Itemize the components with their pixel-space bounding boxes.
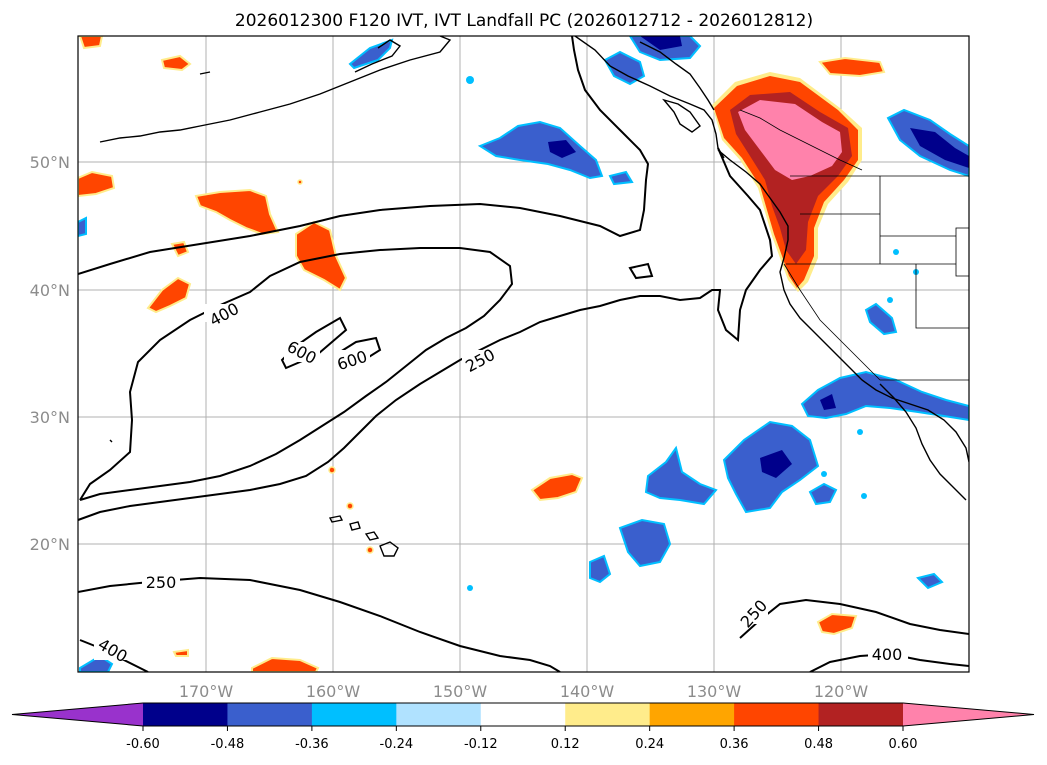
lat-label: 40°N [30,281,70,300]
colorbar-tick-label: -0.12 [464,737,498,752]
neg-patch-mex-3 [618,518,672,568]
longitude-labels: 170°W 160°W 150°W 140°W 130°W 120°W [179,682,869,701]
lat-label: 30°N [30,408,70,427]
figure-title: 2026012300 F120 IVT, IVT Landfall PC (20… [235,11,813,31]
neg-patch-mex-5 [808,482,838,506]
map-area: 400 600 600 250 250 250 400 400 [78,36,969,672]
latitude-labels: 50°N 40°N 30°N 20°N [30,153,70,554]
neg-patch-bc [603,50,646,86]
patch-aleutian-small [160,54,192,72]
neg-patch-mex-4 [589,554,612,584]
contour-labels: 400 600 600 250 250 250 400 400 [94,299,908,666]
patch-ne-gulf [818,56,886,78]
colorbar-segment [734,703,820,726]
contour-label-400-b: 400 [872,645,903,664]
colorbar-tick-label: 0.36 [720,737,749,752]
patch-subtropic [530,472,584,502]
lon-label: 150°W [433,682,488,701]
colorbar-segment [396,703,482,726]
colorbar [11,702,1035,727]
neg-patch-socal [800,370,969,422]
lon-label: 120°W [814,682,869,701]
colorbar-tick-label: 0.12 [551,737,580,752]
colorbar-segment [480,703,566,726]
neg-patch-west-edge [78,216,87,238]
colorbar-segment [143,703,228,726]
neg-patch-aleut [348,38,394,70]
patch-nw-corner [78,36,104,50]
patch-mid-west-3 [146,276,192,314]
ivt-contours [78,36,969,672]
neg-patch-calif [864,302,898,336]
patch-west-edge [78,170,116,198]
contour-600-a [280,316,348,370]
contour-400 [79,247,514,501]
neg-patch-small-nw [608,170,634,186]
lat-label: 20°N [30,535,70,554]
colorbar-tick-label: -0.60 [126,737,160,752]
contour-250-north [78,36,650,275]
patch-small-2 [172,648,189,657]
patch-small-1 [170,240,190,258]
neg-patch-gulf [477,120,604,180]
colorbar-tick-label: -0.24 [380,737,414,752]
negative-ivt-patches [78,36,969,672]
political-borders [739,109,969,381]
colorbar-segment [227,703,313,726]
map-frame [77,35,970,673]
contour-label-250-b: 250 [146,573,177,592]
coastlines [99,36,969,557]
colorbar-tick-label: -0.48 [211,737,245,752]
colorbar-extend-high [903,703,1034,726]
colorbar-segment [649,703,735,726]
lon-label: 140°W [560,682,615,701]
colorbar-segment [311,703,397,726]
lat-label: 50°N [30,153,70,172]
colorbar-tick-label: 0.24 [635,737,664,752]
lon-label: 130°W [687,682,742,701]
neg-patch-mex-6 [916,572,944,590]
colorbar-tick-label: -0.36 [295,737,329,752]
lon-label: 160°W [306,682,361,701]
patch-bottom-center [251,656,320,672]
colorbar-tick-labels: -0.60 -0.48 -0.36 -0.24 -0.12 0.12 0.24 0.36 0.4… [126,726,917,752]
colorbar-tick-label: 0.48 [804,737,833,752]
lon-label: 170°W [179,682,234,701]
neg-patch-mex-2 [644,445,718,506]
colorbar-extend-low [12,703,143,726]
colorbar-tick-label: 0.60 [889,737,918,752]
colorbar-segment [565,703,651,726]
colorbar-segment [818,703,904,726]
patch-bottom-right [816,612,858,636]
